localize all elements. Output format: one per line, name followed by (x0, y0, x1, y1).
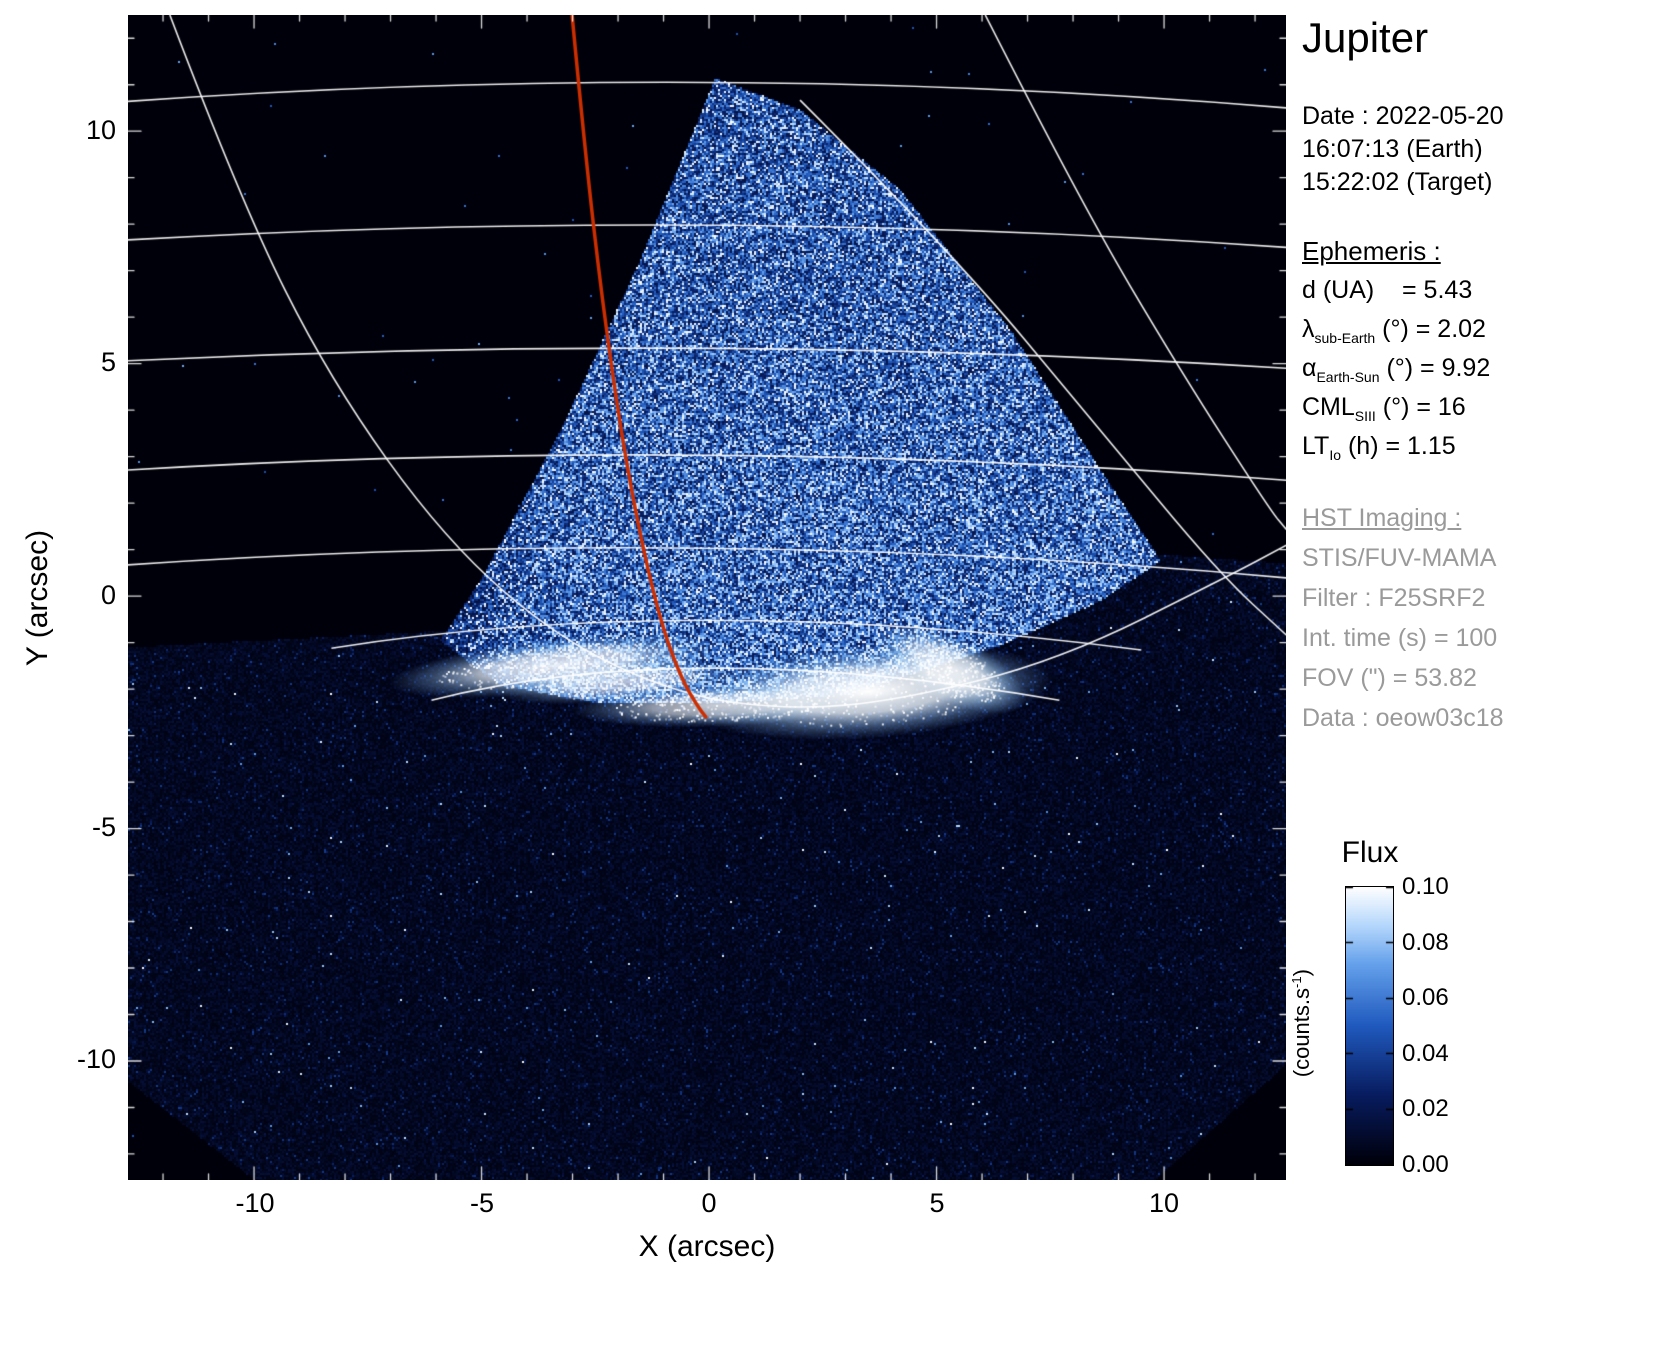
observation-block: Date : 2022-05-20 16:07:13 (Earth) 15:22… (1302, 100, 1504, 199)
y-tick-label: 0 (100, 580, 116, 610)
x-tick-label: 10 (1148, 1188, 1180, 1218)
obs-date: Date : 2022-05-20 (1302, 102, 1504, 130)
x-tick-label: 5 (929, 1188, 945, 1218)
ephemeris-row: CMLSIII (°) = 16 (1302, 393, 1466, 424)
x-tick-label: -5 (469, 1188, 494, 1218)
y-tick-label: -5 (91, 812, 116, 842)
ephemeris-row: LTIo (h) = 1.15 (1302, 432, 1456, 463)
ephemeris-row: d (UA) = 5.43 (1302, 276, 1473, 304)
y-axis-title: Y (arcsec) (21, 529, 54, 667)
colorbar-title: Flux (1341, 836, 1399, 869)
y-tick-label: 10 (85, 115, 116, 145)
obs-earth-time: 16:07:13 (Earth) (1302, 135, 1483, 163)
colorbar-gradient (1345, 886, 1394, 1166)
y-tick-label: 5 (100, 347, 116, 377)
y-tick-label: -10 (76, 1044, 116, 1074)
hst-instrument: STIS/FUV-MAMA (1302, 544, 1497, 572)
hst-int-time: Int. time (s) = 100 (1302, 624, 1498, 652)
hst-fov: FOV (") = 53.82 (1302, 664, 1477, 692)
ephemeris-row: λsub-Earth (°) = 2.02 (1302, 315, 1486, 346)
ephemeris-row: αEarth-Sun (°) = 9.92 (1302, 354, 1491, 385)
colorbar-tick-label: 0.08 (1402, 929, 1449, 956)
target-title: Jupiter (1302, 14, 1429, 61)
ephemeris-heading: Ephemeris : (1302, 236, 1441, 266)
x-tick-label: 0 (701, 1188, 717, 1218)
colorbar-unit-label: (counts.s-1) (1288, 969, 1315, 1078)
colorbar-tick-label: 0.10 (1402, 873, 1449, 900)
colorbar-tick-label: 0.04 (1402, 1040, 1449, 1067)
x-tick-label: -10 (235, 1188, 275, 1218)
obs-target-time: 15:22:02 (Target) (1302, 168, 1493, 196)
ephemeris-rows: d (UA) = 5.43 λsub-Earth (°) = 2.02 αEar… (1302, 276, 1490, 471)
colorbar-tick-label: 0.06 (1402, 984, 1449, 1011)
colorbar-tick-label: 0.02 (1402, 1095, 1449, 1122)
hst-imaging-block: HST Imaging : STIS/FUV-MAMA Filter : F25… (1302, 498, 1504, 738)
colorbar-tick-label: 0.00 (1402, 1151, 1449, 1178)
hst-heading: HST Imaging : (1302, 504, 1462, 532)
hst-data-id: Data : oeow03c18 (1302, 704, 1504, 732)
fuv-image-canvas (128, 15, 1286, 1180)
hst-filter: Filter : F25SRF2 (1302, 584, 1486, 612)
x-axis-title: X (arcsec) (638, 1230, 776, 1263)
